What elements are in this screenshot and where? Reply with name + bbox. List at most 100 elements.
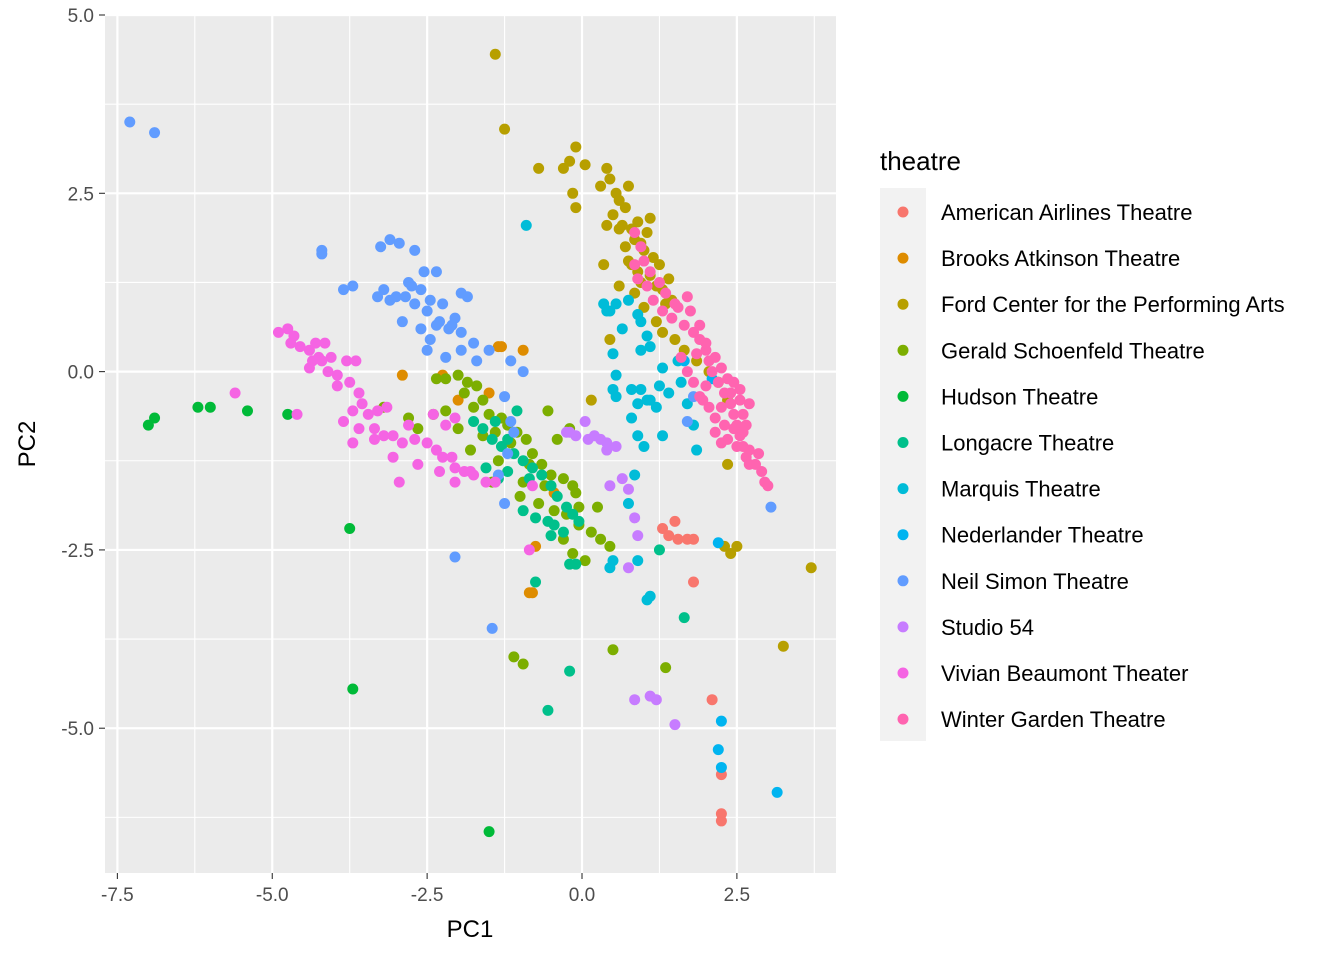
data-point: [653, 259, 665, 271]
data-point: [430, 266, 442, 278]
data-point: [731, 440, 743, 452]
data-point: [458, 387, 470, 399]
data-point: [561, 501, 573, 513]
x-tick-label: 0.0: [569, 885, 595, 906]
data-point: [607, 348, 619, 360]
data-point: [644, 212, 656, 224]
data-point: [709, 412, 721, 424]
data-point: [517, 505, 529, 517]
data-point: [681, 398, 693, 410]
data-point: [678, 612, 690, 624]
data-point: [564, 155, 576, 167]
data-point: [437, 298, 449, 310]
data-point: [734, 383, 746, 395]
data-point: [505, 355, 517, 367]
data-point: [663, 387, 675, 399]
legend-title: theatre: [880, 146, 961, 176]
data-point: [688, 326, 700, 338]
data-point: [613, 223, 625, 235]
data-point: [316, 248, 328, 260]
data-point: [660, 287, 672, 299]
data-point: [378, 284, 390, 296]
data-point: [452, 369, 464, 381]
data-point: [573, 515, 585, 527]
data-point: [650, 316, 662, 328]
series-points: [520, 219, 703, 606]
data-point: [440, 419, 452, 431]
data-point: [356, 398, 368, 410]
y-axis: 5.0 2.5 0.0 -2.5 -5.0: [61, 6, 105, 740]
data-point: [632, 273, 644, 285]
data-point: [635, 383, 647, 395]
series-points: [489, 48, 817, 652]
data-point: [204, 401, 216, 413]
data-point: [632, 555, 644, 567]
data-point: [415, 284, 427, 296]
data-point: [644, 394, 656, 406]
x-tick-label: -5.0: [256, 885, 289, 906]
data-point: [505, 416, 517, 428]
data-point: [641, 227, 653, 239]
legend-key: [897, 529, 909, 541]
data-point: [461, 291, 473, 303]
data-point: [573, 501, 585, 513]
data-point: [517, 455, 529, 467]
data-point: [706, 694, 718, 706]
data-point: [495, 440, 507, 452]
data-point: [644, 590, 656, 602]
data-point: [570, 487, 582, 499]
data-point: [638, 440, 650, 452]
data-point: [502, 448, 514, 460]
data-point: [536, 469, 548, 481]
data-point: [338, 416, 350, 428]
data-point: [399, 291, 411, 303]
data-point: [319, 337, 331, 349]
data-point: [585, 394, 597, 406]
legend-label: Winter Garden Theatre: [941, 707, 1166, 732]
data-point: [446, 451, 458, 463]
data-point: [415, 323, 427, 335]
data-point: [684, 305, 696, 317]
data-point: [526, 448, 538, 460]
data-point: [430, 319, 442, 331]
data-point: [387, 451, 399, 463]
data-point: [607, 209, 619, 221]
data-point: [632, 430, 644, 442]
data-point: [694, 319, 706, 331]
data-point: [508, 651, 520, 663]
data-point: [347, 405, 359, 417]
series-points: [678, 355, 783, 798]
data-point: [347, 437, 359, 449]
data-point: [641, 280, 653, 292]
data-point: [635, 241, 647, 253]
data-point: [632, 216, 644, 228]
data-point: [669, 719, 681, 731]
data-point: [396, 316, 408, 328]
data-point: [635, 316, 647, 328]
data-point: [396, 437, 408, 449]
data-point: [557, 162, 569, 174]
data-point: [564, 665, 576, 677]
data-point: [393, 476, 405, 488]
data-point: [728, 376, 740, 388]
data-point: [706, 366, 718, 378]
data-point: [449, 462, 461, 474]
data-point: [567, 508, 579, 520]
data-point: [322, 366, 334, 378]
data-point: [483, 826, 495, 838]
data-point: [715, 437, 727, 449]
data-point: [557, 526, 569, 538]
data-point: [765, 501, 777, 513]
data-point: [688, 376, 700, 388]
legend-label: Gerald Schoenfeld Theatre: [941, 338, 1205, 363]
data-point: [434, 465, 446, 477]
data-point: [455, 326, 467, 338]
data-point: [805, 562, 817, 574]
y-tick-label: 2.5: [68, 184, 94, 205]
data-point: [307, 355, 319, 367]
data-point: [517, 344, 529, 356]
data-point: [282, 323, 294, 335]
data-point: [282, 408, 294, 420]
data-point: [715, 761, 727, 773]
data-point: [492, 341, 504, 353]
